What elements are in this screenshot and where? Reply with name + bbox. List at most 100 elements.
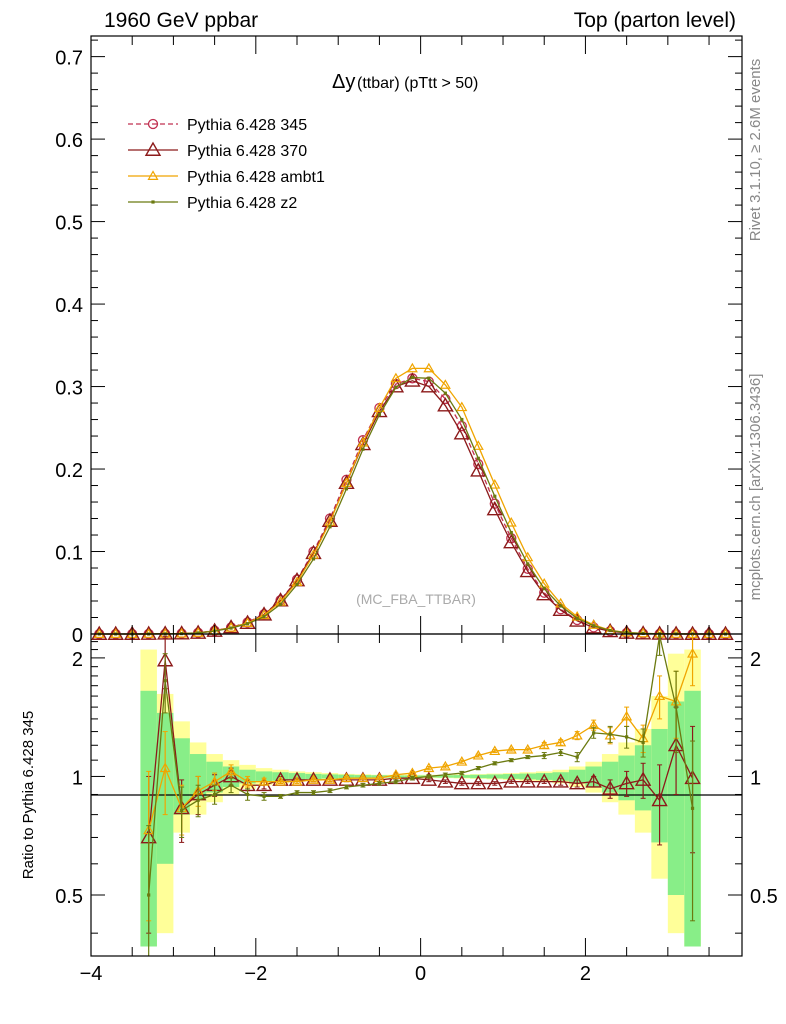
main-y-tick-label: 0.5 — [55, 213, 83, 235]
data-point-z2 — [262, 615, 266, 619]
ratio-point-z2 — [542, 753, 546, 758]
data-point-ambt1 — [522, 551, 534, 562]
ratio-line-z2 — [148, 635, 694, 896]
data-point-z2 — [311, 557, 316, 561]
data-point-ambt1 — [472, 440, 484, 450]
ratio-point-z2 — [344, 785, 349, 789]
data-point-z2 — [245, 622, 250, 626]
data-point-p370 — [667, 625, 685, 640]
ratio-point-ambt1 — [307, 774, 320, 784]
ratio-point-ambt1 — [571, 729, 583, 740]
main-y-tick-label: 0.6 — [55, 130, 83, 152]
ratio-point-z2 — [328, 789, 332, 793]
main-panel: 0 0.1 0.2 0.3 0.4 0.5 0.6 0.7 Δy (ttbar) (pTtt … — [55, 35, 743, 647]
ratio-point-p370 — [437, 773, 454, 788]
ratio-panel: 0.5 0.5 1 1 2 2 −4 −2 0 2 Ratio to Pythia 6.428 3… — [20, 633, 778, 985]
data-point-z2 — [509, 530, 513, 535]
ratio-point-ambt1 — [324, 774, 336, 784]
mcplots-label: mcplots.cern.ch [arXiv:1306.3436] — [747, 374, 764, 601]
data-point-p370 — [519, 562, 536, 578]
x-tick-label: −4 — [80, 963, 103, 985]
main-axes-layer: 0 0.1 0.2 0.3 0.4 0.5 0.6 0.7 — [55, 36, 742, 647]
data-point-z2 — [592, 624, 596, 628]
header-energy-label: 1960 GeV ppbar — [104, 9, 258, 32]
ratio-point-ambt1 — [687, 647, 699, 658]
legend-label-ambt1: Pythia 6.428 ambt1 — [187, 169, 325, 186]
ratio-point-p370 — [420, 771, 438, 786]
ratio-point-p370 — [536, 773, 553, 788]
ratio-axes-layer: 0.5 0.5 1 1 2 2 −4 −2 0 2 — [55, 634, 778, 985]
data-point-ambt1 — [423, 362, 435, 373]
ratio-y-tick-label-right: 1 — [750, 767, 761, 789]
data-point-ambt1 — [373, 402, 385, 412]
data-point-p370 — [536, 585, 553, 601]
legend-entry-p370: Pythia 6.428 370 — [128, 141, 307, 160]
data-point-ambt1 — [456, 401, 468, 412]
legend-label-z2: Pythia 6.428 z2 — [187, 195, 297, 212]
ratio-point-p370 — [503, 773, 520, 788]
ratio-point-ambt1 — [340, 772, 352, 783]
data-point-z2 — [460, 417, 464, 422]
ratio-point-ambt1 — [489, 745, 501, 756]
data-point-z2 — [344, 487, 349, 491]
ratio-point-ambt1 — [538, 739, 550, 750]
ratio-point-p370 — [486, 775, 503, 790]
ratio-point-ambt1 — [505, 743, 517, 754]
data-point-p370 — [173, 625, 190, 640]
ratio-point-z2 — [163, 679, 167, 683]
data-point-ambt1 — [390, 372, 402, 383]
main-title-symbol: Δy — [332, 71, 355, 93]
ratio-point-p370 — [618, 775, 635, 790]
data-point-z2 — [427, 376, 431, 380]
ratio-point-z2 — [559, 750, 563, 755]
ratio-point-ambt1 — [357, 772, 369, 783]
ratio-y-tick-label: 2 — [72, 649, 83, 671]
ratio-band-inner — [601, 761, 619, 793]
ratio-frame — [90, 633, 743, 957]
ratio-point-z2 — [641, 740, 645, 745]
main-y-tick-label: 0 — [72, 625, 83, 647]
legend-marker-ambt1 — [147, 170, 159, 180]
ratio-y-tick-label-right: 2 — [750, 649, 761, 671]
data-point-p370 — [470, 462, 487, 477]
ratio-point-ambt1 — [439, 760, 451, 771]
rivet-version-label: Rivet 3.1.10, ≥ 2.6M events — [747, 59, 764, 242]
data-point-z2 — [295, 582, 299, 587]
ratio-point-ambt1 — [159, 762, 171, 773]
data-point-ambt1 — [489, 478, 501, 489]
ratio-point-z2 — [377, 781, 382, 786]
ratio-point-ambt1 — [456, 756, 468, 766]
ratio-point-p370 — [453, 775, 471, 790]
main-y-tick-label: 0.2 — [55, 460, 83, 482]
ratio-point-z2 — [625, 735, 629, 739]
ratio-point-z2 — [657, 633, 662, 638]
data-point-p370 — [453, 425, 471, 440]
ratio-series-z2 — [146, 633, 696, 957]
ratio-band-inner — [503, 774, 520, 779]
ratio-point-ambt1 — [621, 710, 633, 721]
ratio-point-z2 — [410, 776, 414, 780]
ratio-point-z2 — [213, 792, 217, 797]
main-y-tick-label: 0.7 — [55, 48, 83, 70]
ratio-point-z2 — [526, 755, 530, 759]
ratio-point-p370 — [519, 773, 536, 788]
ratio-point-z2 — [443, 773, 447, 777]
ratio-point-ambt1 — [274, 775, 287, 786]
ratio-point-z2 — [592, 731, 596, 735]
legend-marker-p370 — [144, 141, 162, 156]
ratio-point-z2 — [690, 806, 695, 810]
main-y-tick-label: 0.1 — [55, 543, 83, 565]
ratio-point-p370 — [585, 773, 602, 788]
legend-entry-p345: Pythia 6.428 345 — [128, 117, 307, 134]
ratio-band-inner — [535, 773, 553, 780]
ratio-band-inner — [519, 773, 536, 780]
data-point-p370 — [420, 378, 438, 393]
ratio-point-z2 — [674, 705, 678, 709]
data-point-z2 — [559, 604, 563, 608]
data-point-z2 — [196, 631, 200, 635]
main-series-layer — [91, 362, 734, 640]
ratio-point-z2 — [427, 774, 431, 779]
ratio-point-z2 — [394, 780, 398, 784]
legend-entry-ambt1: Pythia 6.428 ambt1 — [128, 169, 325, 186]
